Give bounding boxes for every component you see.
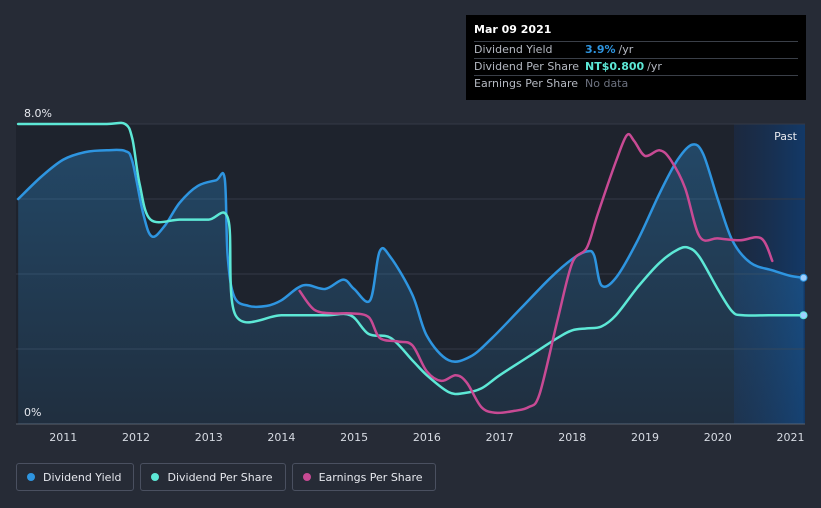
tooltip-unit: /yr [618, 43, 634, 56]
legend-item-dividend-yield[interactable]: Dividend Yield [16, 463, 135, 491]
tooltip-row-earnings-per-share: Earnings Per Share No data [474, 75, 798, 92]
legend-dot-icon [27, 473, 35, 481]
earnings-per-share-line [298, 132, 774, 415]
dividend-yield-end-marker [799, 273, 808, 282]
legend-item-dividend-per-share[interactable]: Dividend Per Share [140, 463, 286, 491]
tooltip-row-dividend-yield: Dividend Yield 3.9% /yr [474, 41, 798, 58]
dividend-yield-line [16, 143, 805, 363]
x-tick-label: 2019 [631, 431, 659, 444]
legend-label: Earnings Per Share [318, 470, 423, 484]
tooltip-row-dividend-per-share: Dividend Per Share NT$0.800 /yr [474, 58, 798, 75]
x-tick-label: 2013 [195, 431, 223, 444]
dividend-per-share-line [16, 121, 805, 396]
x-tick-label: 2021 [776, 431, 804, 444]
legend-dot-icon [302, 473, 311, 481]
tooltip-value: No data [585, 77, 629, 90]
x-tick-label: 2014 [267, 431, 295, 444]
dividend-yield-area [18, 144, 804, 424]
tooltip-unit: /yr [647, 60, 662, 73]
x-tick-label: 2012 [122, 431, 150, 444]
x-tick-label: 2015 [340, 431, 368, 444]
legend-label: Dividend Per Share [167, 470, 273, 484]
x-tick-label: 2020 [704, 431, 732, 444]
x-tick-label: 2018 [558, 431, 586, 444]
x-tick-label: 2016 [413, 431, 441, 444]
tooltip-label: Dividend Yield [474, 43, 553, 56]
y-tick-label: 8.0% [24, 107, 52, 120]
tooltip-value: NT$0.800 [585, 60, 645, 73]
tooltip-date: Mar 09 2021 [474, 23, 552, 36]
legend-label: Dividend Yield [43, 470, 122, 484]
tooltip-value: 3.9% [585, 43, 616, 56]
legend-item-earnings-per-share[interactable]: Earnings Per Share [291, 463, 436, 491]
x-tick-label: 2011 [49, 431, 77, 444]
y-tick-label: 0% [24, 406, 41, 419]
legend: Dividend Yield Dividend Per Share Earnin… [16, 463, 436, 491]
legend-dot-icon [151, 473, 160, 481]
x-tick-label: 2017 [486, 431, 514, 444]
tooltip-label: Dividend Per Share [474, 60, 580, 73]
past-label: Past [774, 130, 798, 143]
tooltip-label: Earnings Per Share [474, 77, 579, 90]
dividend-per-share-end-marker [799, 311, 808, 320]
tooltip-panel: Mar 09 2021 Dividend Yield 3.9% /yr Divi… [466, 15, 806, 100]
